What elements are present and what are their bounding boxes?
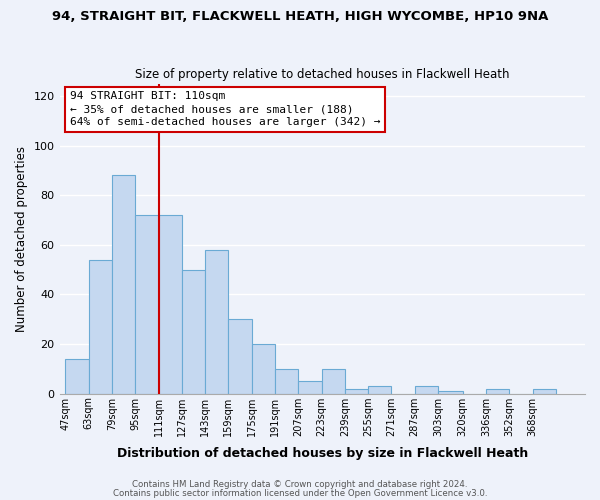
Bar <box>298 381 322 394</box>
Bar <box>438 391 463 394</box>
Text: 94, STRAIGHT BIT, FLACKWELL HEATH, HIGH WYCOMBE, HP10 9NA: 94, STRAIGHT BIT, FLACKWELL HEATH, HIGH … <box>52 10 548 23</box>
Bar <box>251 344 275 394</box>
Text: Contains HM Land Registry data © Crown copyright and database right 2024.: Contains HM Land Registry data © Crown c… <box>132 480 468 489</box>
Bar <box>415 386 438 394</box>
Text: 94 STRAIGHT BIT: 110sqm
← 35% of detached houses are smaller (188)
64% of semi-d: 94 STRAIGHT BIT: 110sqm ← 35% of detache… <box>70 91 380 128</box>
Bar <box>322 369 345 394</box>
Title: Size of property relative to detached houses in Flackwell Heath: Size of property relative to detached ho… <box>135 68 509 81</box>
Bar <box>65 359 89 394</box>
Bar <box>112 176 135 394</box>
Y-axis label: Number of detached properties: Number of detached properties <box>15 146 28 332</box>
Bar <box>135 215 158 394</box>
X-axis label: Distribution of detached houses by size in Flackwell Heath: Distribution of detached houses by size … <box>116 447 528 460</box>
Bar <box>205 250 229 394</box>
Bar <box>89 260 112 394</box>
Text: Contains public sector information licensed under the Open Government Licence v3: Contains public sector information licen… <box>113 488 487 498</box>
Bar <box>533 388 556 394</box>
Bar <box>368 386 391 394</box>
Bar <box>345 388 368 394</box>
Bar <box>158 215 182 394</box>
Bar <box>229 319 251 394</box>
Bar <box>182 270 205 394</box>
Bar <box>486 388 509 394</box>
Bar <box>275 369 298 394</box>
